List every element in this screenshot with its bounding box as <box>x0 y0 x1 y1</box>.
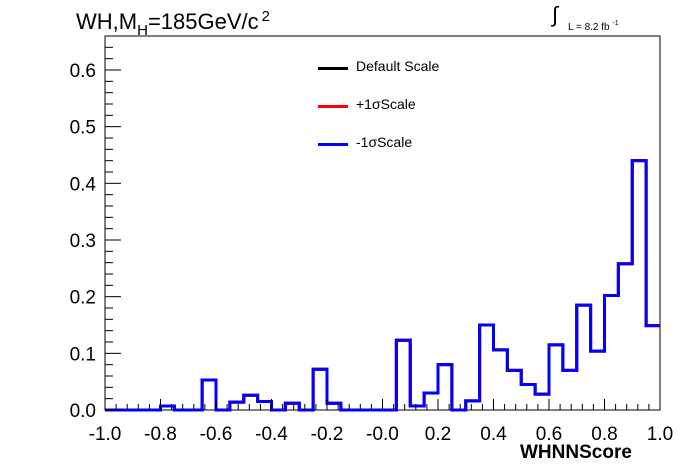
series-line-2 <box>105 159 660 412</box>
legend-item-default-scale: Default Scale <box>318 58 498 96</box>
y-tick-label: 0.1 <box>70 344 96 365</box>
legend-swatch <box>318 143 348 146</box>
legend-item-minus-1-sigma-scale: -1σScale <box>318 134 498 172</box>
series-layer <box>105 159 660 412</box>
x-axis: -1.0 -0.8 -0.6 -0.4 -0.2 -0.0 0.2 0.4 0.6 0.8 1.0 <box>89 399 673 445</box>
x-axis-title: WHNNScore <box>520 442 632 463</box>
y-tick-label: 0.3 <box>70 231 96 252</box>
chart-title: WH,MH=185GeV/c 2 <box>76 8 270 39</box>
x-tick-label: -0.2 <box>311 424 344 445</box>
series-line-1 <box>105 159 660 412</box>
x-tick-label: 0.8 <box>591 424 617 445</box>
legend-swatch <box>318 67 348 70</box>
y-tick-label: 0.2 <box>70 288 96 309</box>
x-tick-label: -0.8 <box>144 424 177 445</box>
series-line-0 <box>105 159 660 412</box>
legend-label: +1σScale <box>356 96 416 112</box>
legend-label: -1σScale <box>356 134 413 150</box>
x-tick-label: 1.0 <box>647 424 673 445</box>
y-axis: 0.0 0.1 0.2 0.3 0.4 0.5 0.6 <box>70 35 121 422</box>
y-tick-label: 0.5 <box>70 118 96 139</box>
x-tick-label: -0.4 <box>255 424 288 445</box>
x-tick-label: -1.0 <box>89 424 122 445</box>
legend-label: Default Scale <box>356 58 440 74</box>
legend-swatch <box>318 105 348 108</box>
y-tick-label: 0.6 <box>70 61 96 82</box>
x-tick-label: -0.0 <box>366 424 399 445</box>
legend-item-plus-1-sigma-scale: +1σScale <box>318 96 498 134</box>
x-tick-label: -0.6 <box>200 424 233 445</box>
integral-symbol: ∫ <box>552 2 559 27</box>
x-tick-label: 0.2 <box>425 424 451 445</box>
x-tick-label: 0.4 <box>480 424 507 445</box>
y-tick-label: 0.0 <box>70 401 96 422</box>
legend: Default Scale +1σScale -1σScale <box>318 58 498 172</box>
luminosity-text: L = 8.2 fb -1 <box>568 20 619 33</box>
x-tick-label: 0.6 <box>536 424 562 445</box>
y-tick-label: 0.4 <box>70 174 97 195</box>
